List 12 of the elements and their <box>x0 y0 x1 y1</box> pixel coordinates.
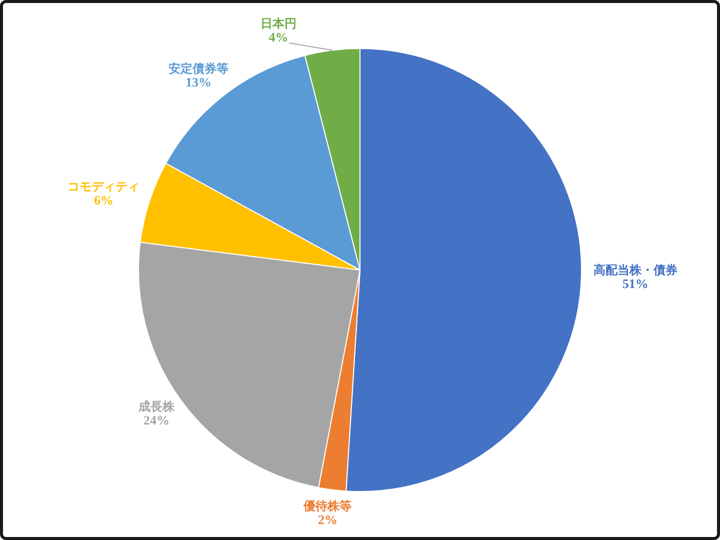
data-label: 6% <box>94 192 114 208</box>
slice-label: 日本円 <box>260 16 296 30</box>
slice-label: コモディティ <box>68 179 140 194</box>
data-label: 51% <box>622 276 648 292</box>
slice-label: 成長株 <box>138 400 176 414</box>
data-label: 13% <box>186 74 212 90</box>
data-label: 24% <box>144 412 170 428</box>
slice-label: 優待株等 <box>302 498 352 513</box>
slice-label: 高配当株・債券 <box>593 263 678 278</box>
data-label: 4% <box>268 29 288 44</box>
data-label: 2% <box>318 512 338 527</box>
slice-label: 安定債券等 <box>168 61 228 76</box>
